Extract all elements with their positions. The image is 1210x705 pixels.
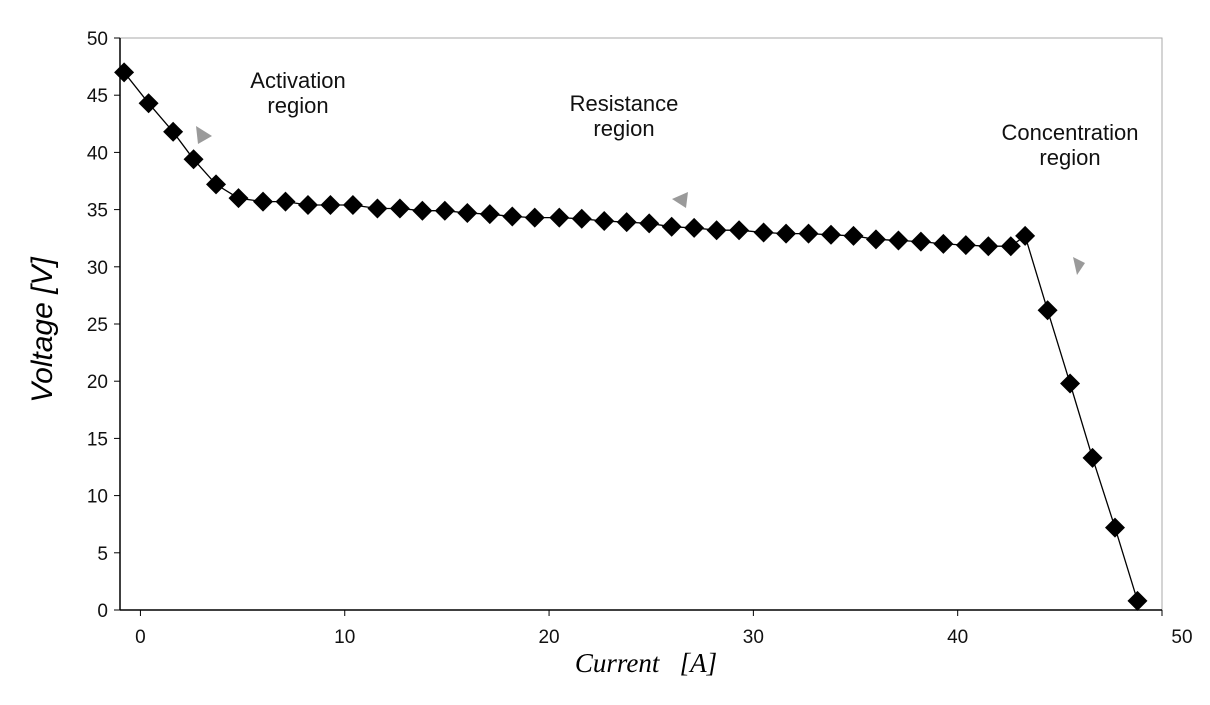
data-point	[888, 230, 909, 251]
data-point	[821, 224, 842, 245]
data-point	[297, 195, 318, 216]
x-tick-label: 30	[743, 627, 764, 648]
y-tick-label: 10	[87, 487, 108, 508]
x-tick-label: 50	[1171, 627, 1192, 648]
y-tick-label: 20	[87, 372, 108, 393]
x-tick-labels: 0 10 20 30 40 50	[135, 627, 1192, 648]
data-point	[1060, 373, 1081, 394]
y-axis-label: Voltage [V]	[26, 257, 59, 403]
x-tick-label: 10	[334, 627, 355, 648]
data-point	[639, 213, 660, 234]
annotation-text: region	[267, 93, 328, 118]
x-tick-label: 20	[538, 627, 559, 648]
data-point	[933, 233, 954, 254]
data-point	[1037, 300, 1058, 321]
y-tick-label: 40	[87, 143, 108, 164]
data-point	[753, 222, 774, 243]
annotation-text: Activation	[250, 68, 345, 93]
data-point	[1127, 590, 1148, 611]
data-point	[549, 207, 570, 228]
data-point	[571, 208, 592, 229]
x-tick-label: 0	[135, 627, 146, 648]
data-point	[412, 200, 433, 221]
data-point	[275, 191, 296, 212]
y-tick-label: 30	[87, 258, 108, 279]
x-tick-label: 40	[947, 627, 968, 648]
annotation-text: Concentration	[1002, 120, 1139, 145]
y-tick-label: 50	[87, 29, 108, 50]
data-point	[206, 174, 227, 195]
data-point	[798, 223, 819, 244]
data-point	[684, 217, 705, 238]
annotation-arrow-icon	[196, 126, 212, 144]
axes	[114, 37, 1163, 616]
y-tick-label: 45	[87, 86, 108, 107]
data-point	[114, 62, 135, 83]
annotation-arrow-icon	[672, 192, 688, 208]
data-point	[1082, 447, 1103, 468]
data-point	[594, 211, 615, 232]
data-point	[865, 229, 886, 250]
data-point	[955, 235, 976, 256]
y-tick-label: 15	[87, 429, 108, 450]
data-point	[457, 203, 478, 224]
data-point	[253, 191, 274, 212]
series-line	[123, 71, 1139, 601]
data-point	[1015, 225, 1036, 246]
data-point	[706, 220, 727, 241]
data-point	[320, 195, 341, 216]
data-point	[138, 93, 159, 114]
data-point	[183, 149, 204, 170]
y-tick-label: 35	[87, 201, 108, 222]
data-point	[524, 207, 545, 228]
data-point	[228, 188, 249, 209]
data-point	[342, 195, 363, 216]
data-point	[978, 236, 999, 257]
data-point	[843, 225, 864, 246]
annotation-arrow-icon	[1073, 257, 1085, 275]
annotation-text: region	[593, 116, 654, 141]
data-point	[434, 200, 455, 221]
data-point	[616, 212, 637, 233]
y-tick-label: 0	[97, 601, 108, 622]
data-point	[389, 198, 410, 219]
data-point	[1000, 236, 1021, 257]
series-line-group	[123, 71, 1139, 601]
y-tick-label: 25	[87, 315, 108, 336]
data-point	[502, 206, 523, 227]
data-point	[729, 220, 750, 241]
data-point	[661, 216, 682, 237]
data-point	[367, 198, 388, 219]
data-point	[776, 223, 797, 244]
data-markers	[114, 62, 1148, 611]
data-point	[479, 204, 500, 225]
annotation-text: Resistance	[570, 91, 679, 116]
data-point	[1105, 517, 1126, 538]
x-axis-label: Current [A]	[575, 648, 717, 678]
data-point	[163, 121, 184, 142]
data-point	[910, 231, 931, 252]
y-tick-label: 5	[97, 544, 108, 565]
y-tick-labels: 0 5 10 15 20 25 30 35 40 45 50	[87, 29, 108, 622]
annotation-text: region	[1039, 145, 1100, 170]
